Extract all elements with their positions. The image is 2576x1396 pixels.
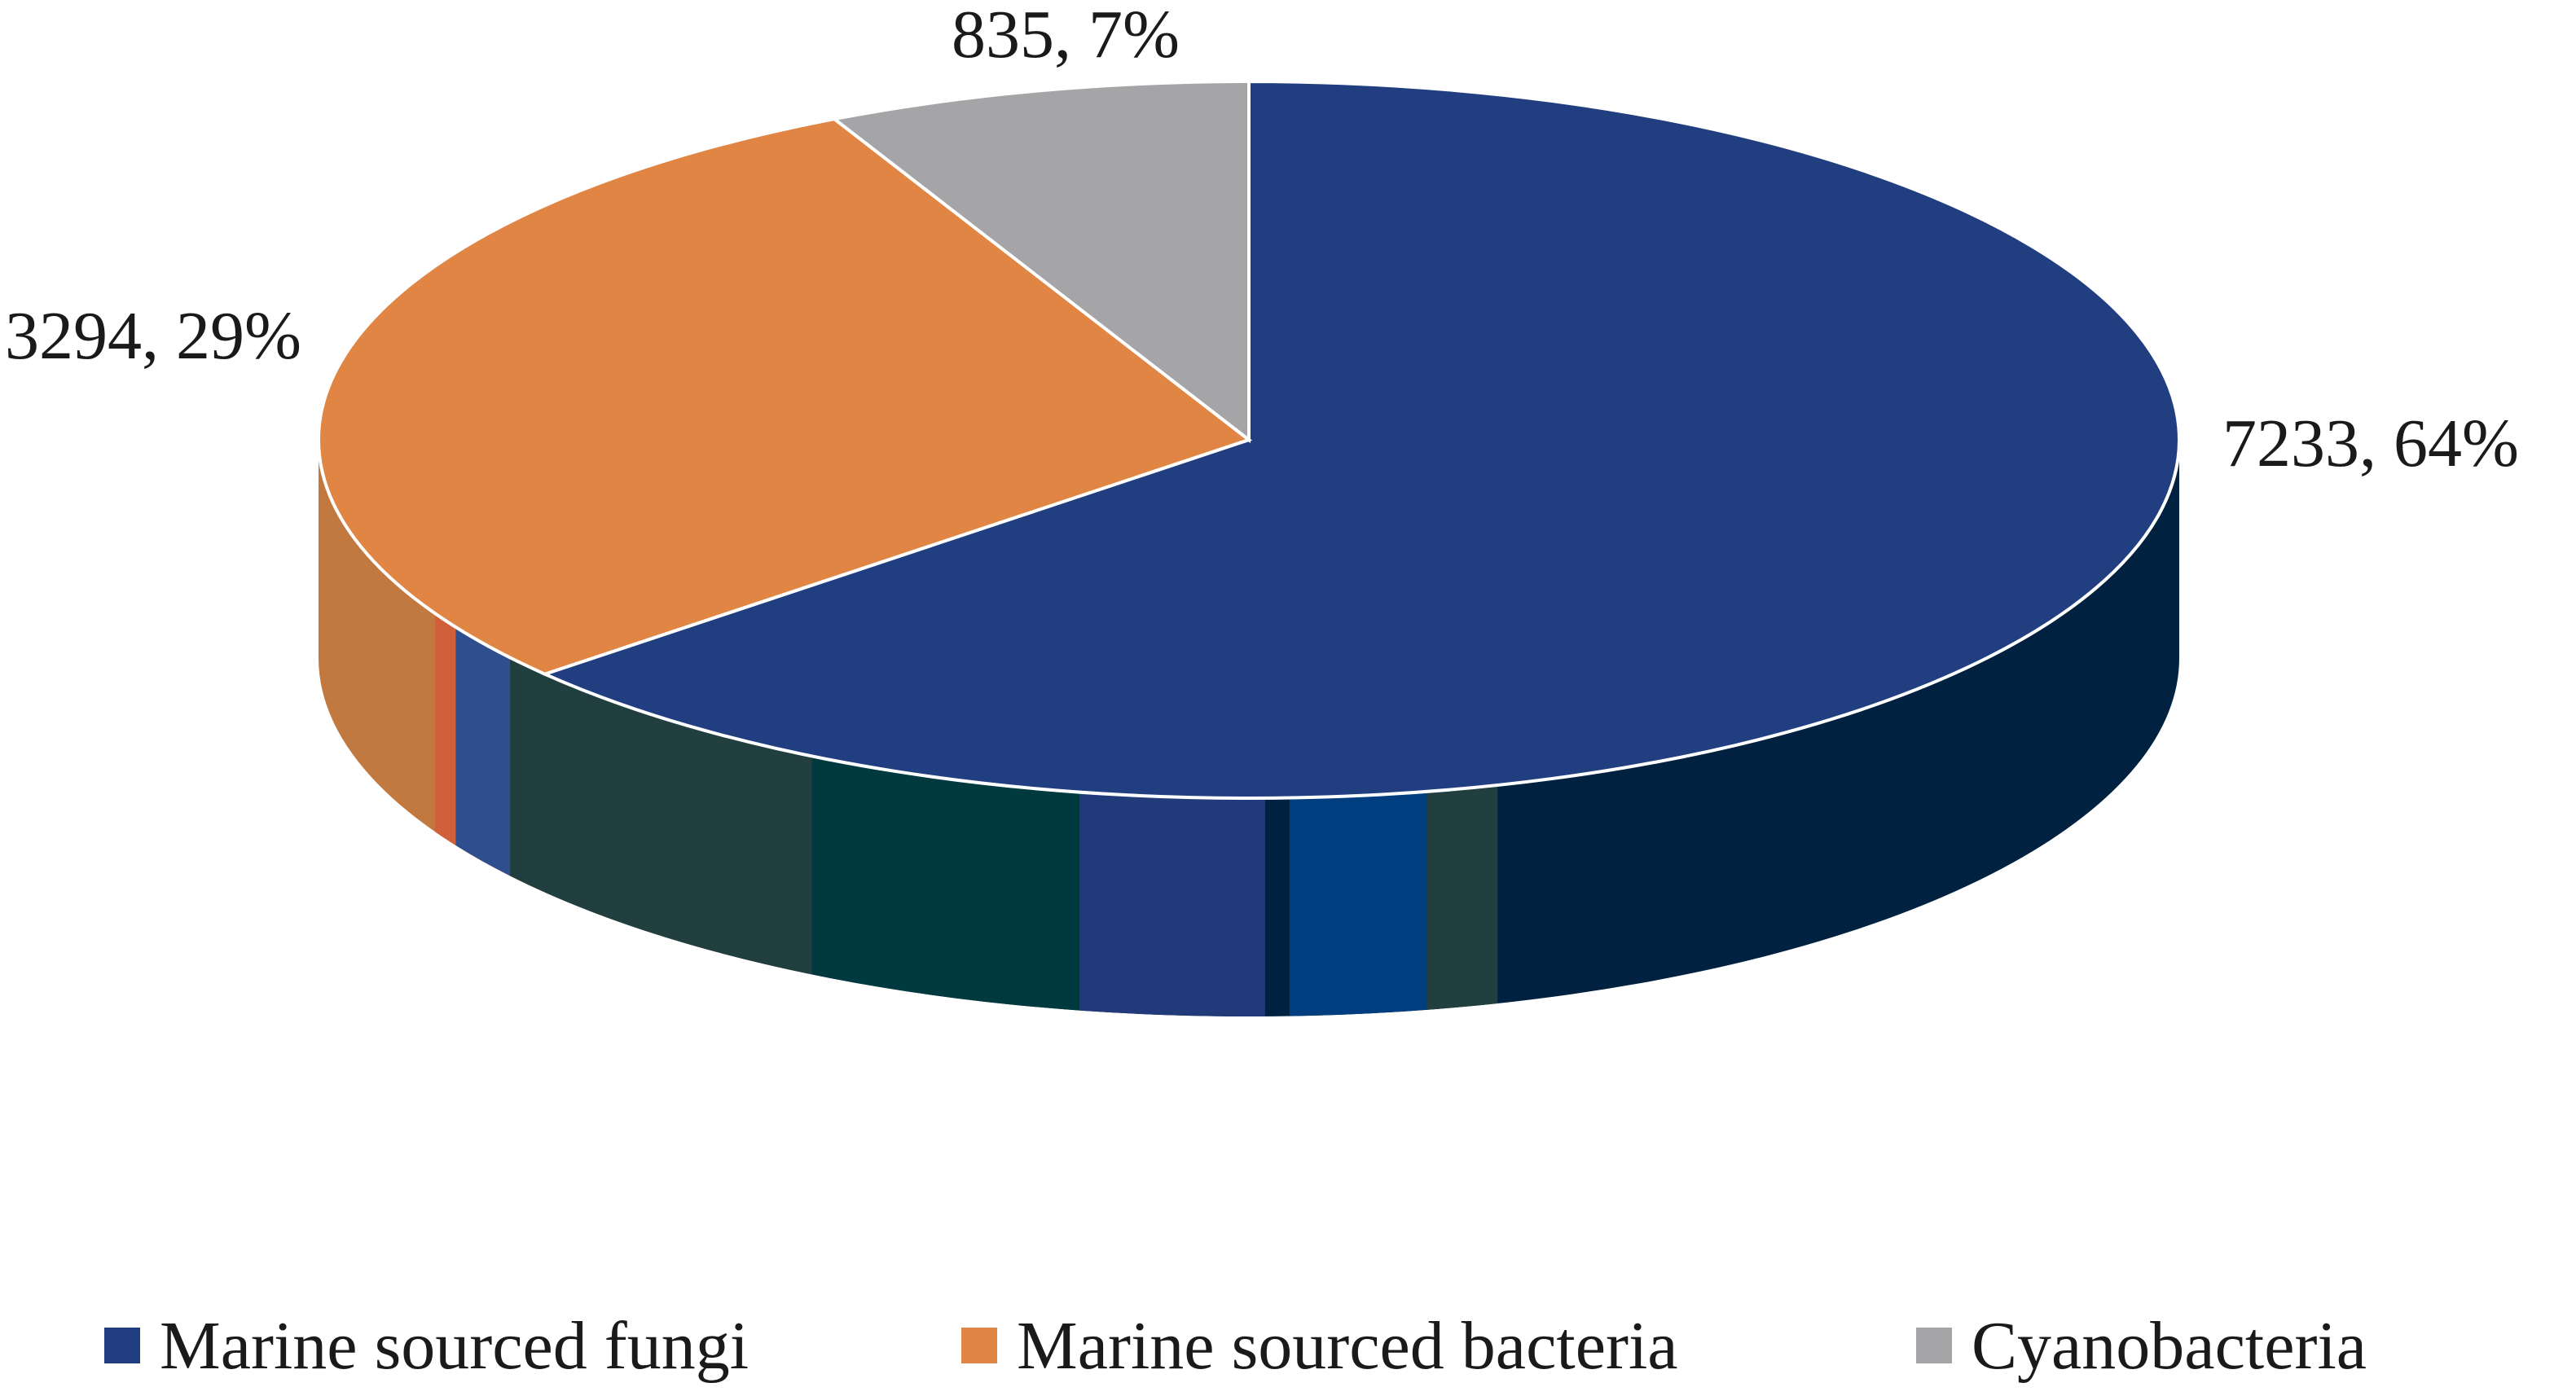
side-band-6: [1426, 784, 1498, 1010]
legend-label-cyanobacteria: Cyanobacteria: [1972, 1308, 2367, 1384]
legend-label-marine-sourced-bacteria: Marine sourced bacteria: [1017, 1308, 1678, 1384]
legend-swatch-marine-sourced-fungi: [104, 1328, 140, 1363]
legend-swatch-marine-sourced-bacteria: [961, 1328, 997, 1363]
data-label-marine-sourced-fungi: 7233, 64%: [2222, 406, 2519, 481]
side-band-7: [435, 613, 456, 845]
pie-slice-cyanobacteria: [830, 79, 1251, 444]
side-band-2: [509, 657, 812, 975]
side-band-4: [1079, 792, 1265, 1016]
pie-slice-marine-sourced-bacteria: [317, 116, 1253, 676]
pie-sides: [319, 440, 2179, 1016]
data-label-cyanobacteria: 835, 7%: [952, 0, 1180, 72]
side-band-1: [455, 626, 510, 876]
legend-swatch-cyanobacteria: [1916, 1328, 1952, 1363]
legend: Marine sourced fungi Marine sourced bact…: [104, 1308, 2367, 1384]
pie-tops: [317, 79, 2181, 800]
legend-label-marine-sourced-fungi: Marine sourced fungi: [160, 1308, 749, 1384]
data-label-marine-sourced-bacteria: 3294, 29%: [5, 298, 301, 374]
pie-slice-marine-sourced-fungi: [540, 79, 2181, 800]
side-band-3: [811, 756, 1079, 1011]
side-band-5: [1289, 791, 1426, 1016]
